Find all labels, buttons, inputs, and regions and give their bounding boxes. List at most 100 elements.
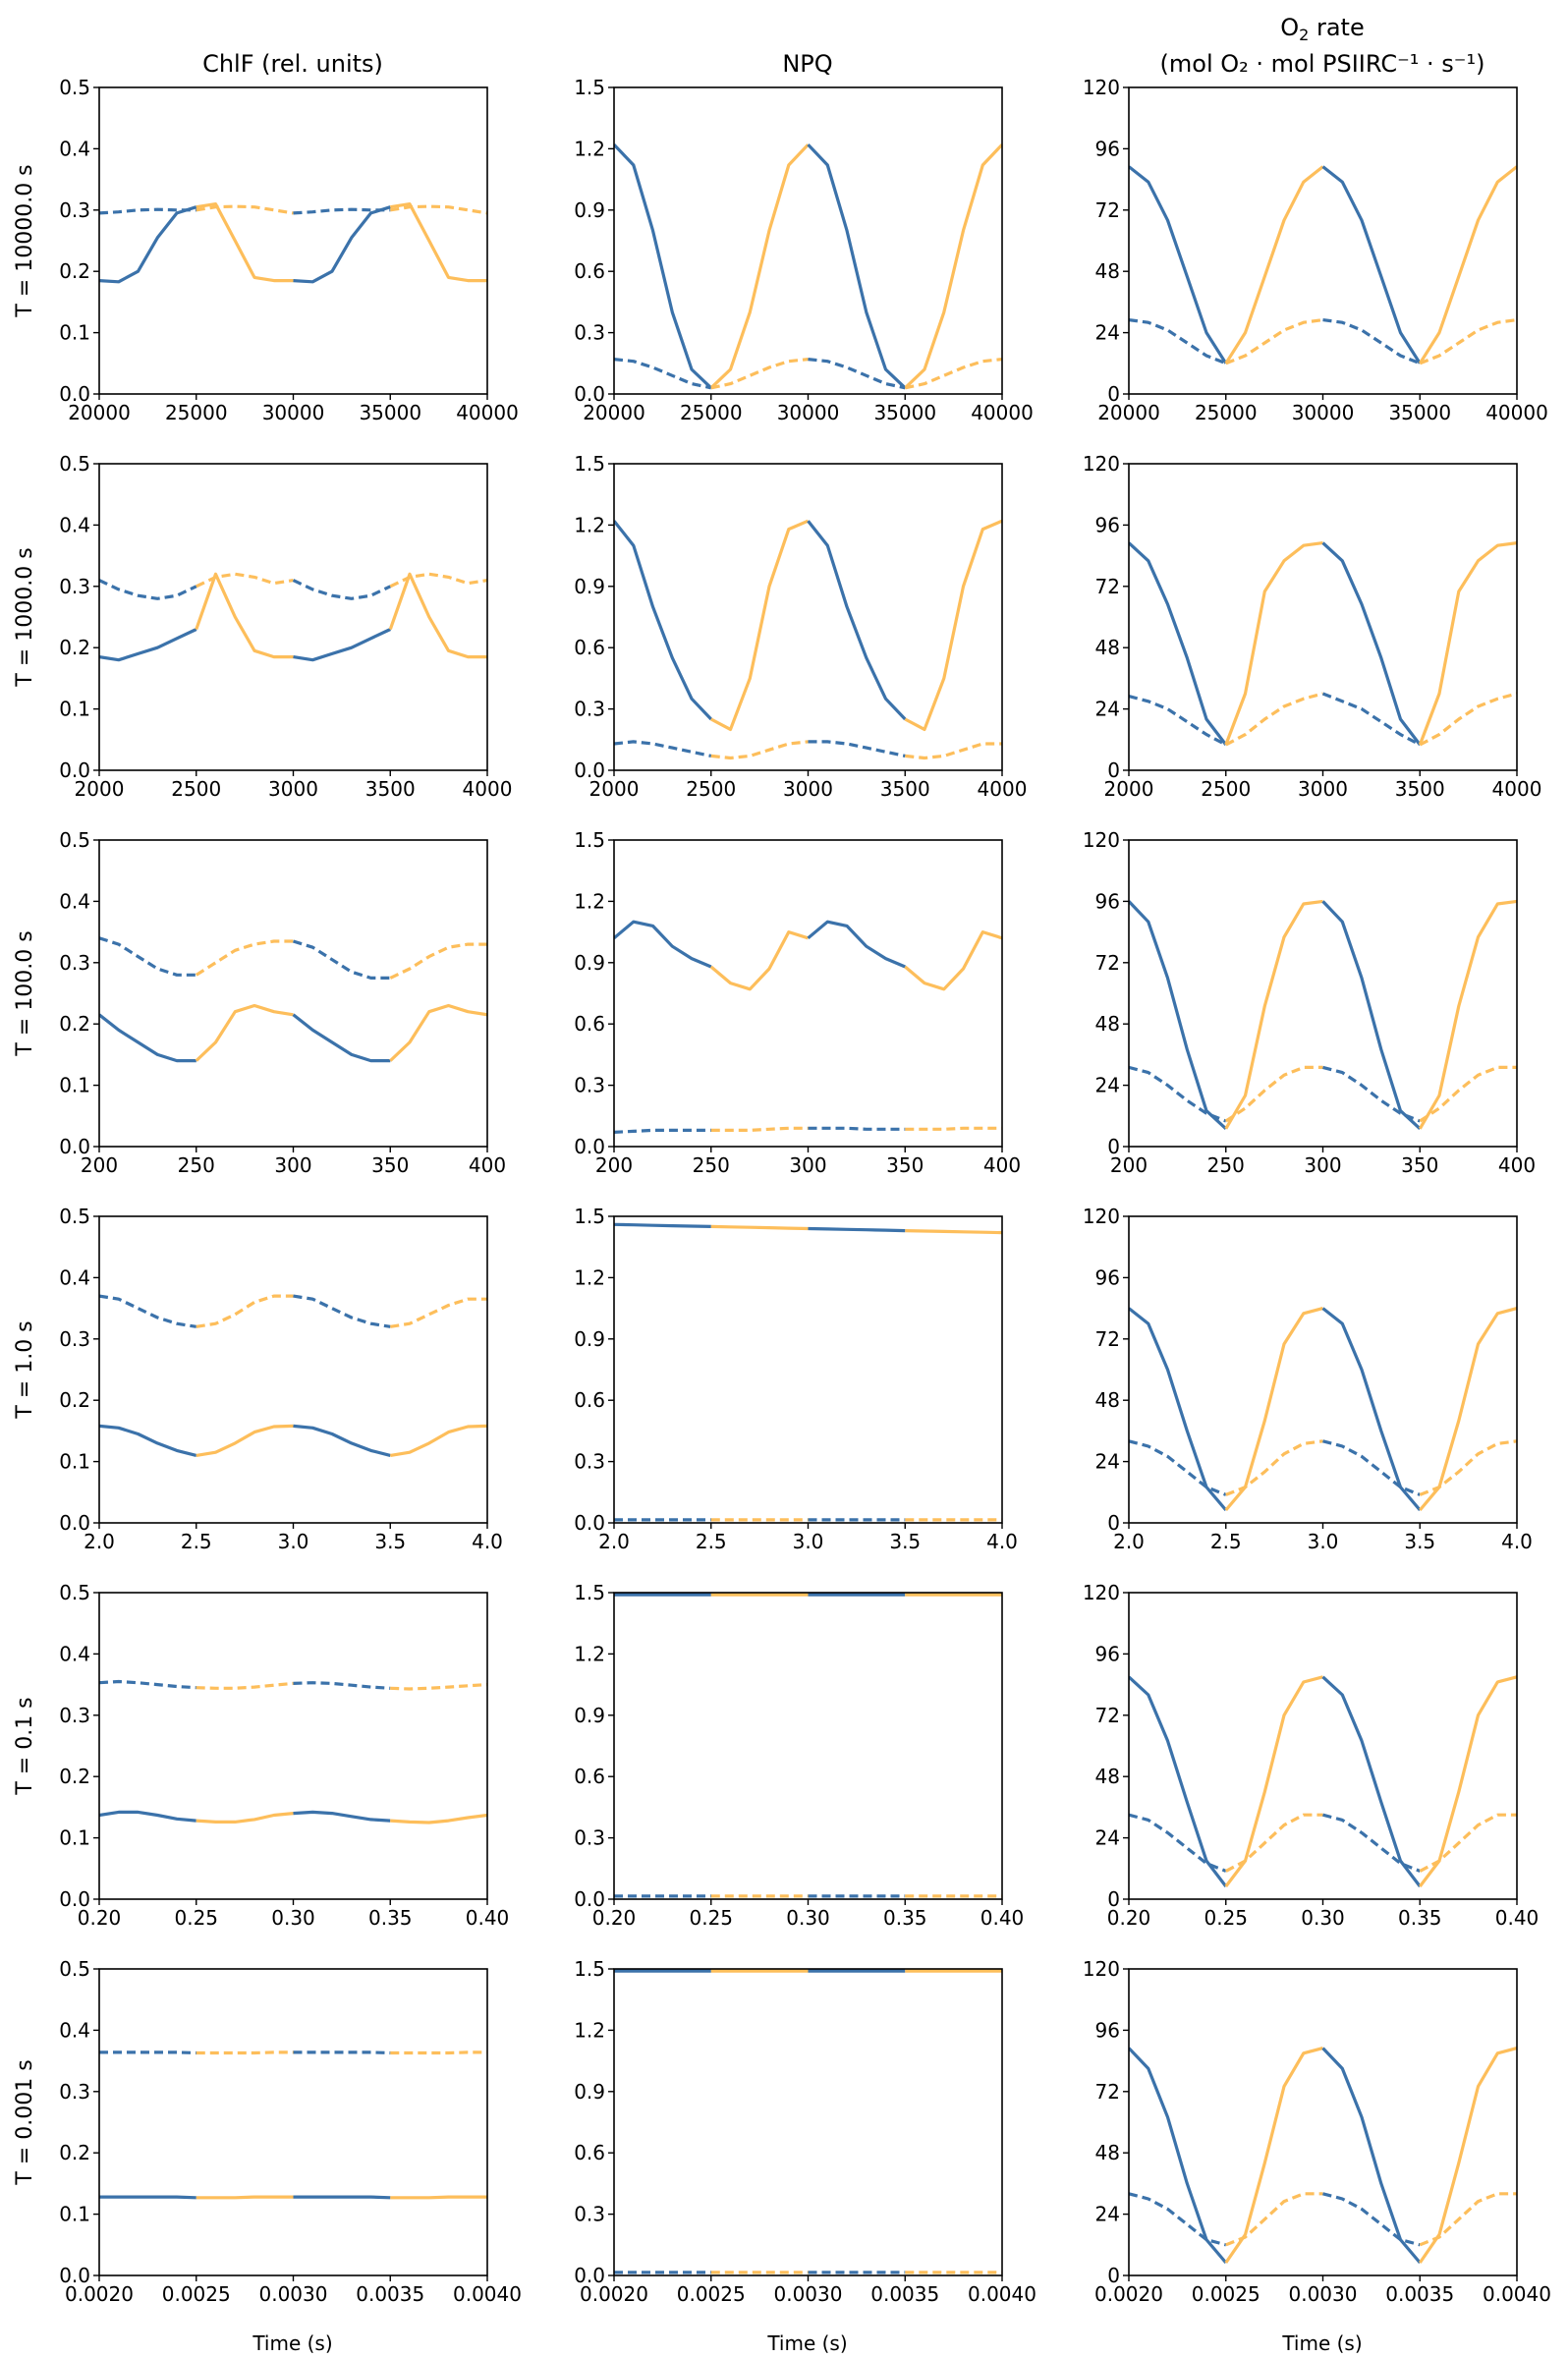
series-dashed-segment xyxy=(196,572,294,589)
series-group xyxy=(1129,899,1517,1130)
series-solid-segment xyxy=(1129,165,1228,365)
y-tick-label: 0.4 xyxy=(59,889,90,913)
series-dashed-segment xyxy=(614,740,712,758)
column-title-chlf: ChlF (rel. units) xyxy=(202,50,383,78)
y-tick-label: 0 xyxy=(1107,1135,1120,1158)
series-dashed-segment xyxy=(99,2050,196,2055)
y-tick-label: 96 xyxy=(1095,513,1120,536)
x-tick-label: 250 xyxy=(693,1153,730,1177)
axes-frame xyxy=(98,1215,488,1524)
axes-frame xyxy=(1128,86,1518,395)
panel-npq-row-2: 0.0 0.3 0.6 0.9 1.2 1.5 200 250 300 350 400 xyxy=(574,828,1021,1177)
y-tick-label: 0.0 xyxy=(574,2264,605,2287)
series-dashed-segment xyxy=(1419,1813,1517,1873)
x-tick-label: 2000 xyxy=(589,777,640,801)
y-tick-label: 0.4 xyxy=(59,2018,90,2042)
series-group xyxy=(99,202,487,284)
series-solid-segment xyxy=(807,143,907,389)
y-tick-label: 0.0 xyxy=(59,2264,90,2287)
y-tick-label: 0.3 xyxy=(574,1074,605,1097)
series-dashed-segment xyxy=(614,1128,711,1134)
x-tick-label: 0.0030 xyxy=(774,2282,843,2306)
y-tick-label: 120 xyxy=(1083,1205,1120,1228)
y-tick-label: 1.2 xyxy=(574,889,605,913)
series-solid-segment xyxy=(1129,1675,1228,1887)
axes-frame xyxy=(98,1968,488,2276)
y-tick-label: 0.3 xyxy=(574,2203,605,2226)
series-dashed-segment xyxy=(1322,1813,1421,1873)
series-solid-segment xyxy=(1224,899,1323,1130)
x-tick-label: 0.0030 xyxy=(1289,2282,1358,2306)
row-label-2: T = 100.0 s xyxy=(13,930,37,1056)
column-title-npq: NPQ xyxy=(782,50,832,78)
y-tick-label: 0.2 xyxy=(59,1388,90,1412)
x-tick-label: 200 xyxy=(1110,1153,1148,1177)
series-solid-segment xyxy=(196,202,294,283)
series-solid-segment xyxy=(388,572,487,659)
y-tick-label: 120 xyxy=(1083,828,1120,852)
series-solid-segment xyxy=(390,1813,487,1825)
x-tick-label: 0.25 xyxy=(1204,1906,1248,1930)
y-tick-label: 0.9 xyxy=(574,1327,605,1351)
panel-npq-row-3: 0.0 0.3 0.6 0.9 1.2 1.5 2.0 2.5 3.0 3.5 4.0 xyxy=(574,1205,1018,1553)
x-tick-label: 3500 xyxy=(880,777,930,801)
panel-npq-row-1: 0.0 0.3 0.6 0.9 1.2 1.5 2000 2500 3000 3500 4000 xyxy=(574,452,1027,801)
x-tick-label: 0.20 xyxy=(1107,1906,1151,1930)
series-solid-segment xyxy=(292,1013,391,1063)
x-tick-label: 2.0 xyxy=(84,1530,115,1553)
series-solid-segment xyxy=(293,628,391,662)
x-tick-label: 250 xyxy=(1207,1153,1245,1177)
series-dashed-segment xyxy=(292,579,391,600)
axes-frame xyxy=(1128,463,1518,771)
y-tick-label: 0.5 xyxy=(59,1581,90,1604)
series-solid-segment xyxy=(1418,165,1517,365)
y-tick-label: 0.0 xyxy=(574,1511,605,1535)
x-tick-label: 200 xyxy=(595,1153,633,1177)
y-tick-label: 0.2 xyxy=(59,259,90,283)
y-tick-label: 1.5 xyxy=(574,828,605,852)
series-solid-segment xyxy=(390,1424,487,1457)
panel-o2-row-0: 0 24 48 72 96 120 20000 25000 30000 35000 40000 xyxy=(1083,76,1548,424)
x-tick-label: 350 xyxy=(371,1153,409,1177)
y-tick-label: 0.9 xyxy=(574,951,605,975)
series-dashed-segment xyxy=(905,1126,1002,1131)
panel-o2-row-4: 0 24 48 72 96 120 0.20 0.25 0.30 0.35 0.40 xyxy=(1083,1581,1539,1930)
y-tick-label: 48 xyxy=(1095,1388,1120,1412)
x-tick-label: 350 xyxy=(886,1153,924,1177)
y-tick-label: 0.2 xyxy=(59,636,90,659)
series-group xyxy=(99,1294,487,1457)
x-tick-label: 30000 xyxy=(777,401,840,424)
series-solid-segment xyxy=(710,519,810,732)
y-tick-label: 0.1 xyxy=(59,321,90,345)
series-dashed-segment xyxy=(390,1297,487,1328)
x-tick-label: 3000 xyxy=(268,777,318,801)
series-solid-segment xyxy=(709,143,810,389)
series-dashed-segment xyxy=(710,1126,809,1133)
series-dashed-segment xyxy=(99,1679,196,1690)
series-group xyxy=(99,1679,487,1825)
y-tick-label: 0.3 xyxy=(59,951,90,975)
y-tick-label: 0.9 xyxy=(574,575,605,598)
y-tick-label: 1.2 xyxy=(574,137,605,160)
series-dashed-segment xyxy=(99,936,196,977)
y-tick-label: 0.0 xyxy=(574,758,605,782)
series-solid-segment xyxy=(614,520,712,721)
y-tick-label: 0.0 xyxy=(574,382,605,406)
series-solid-segment xyxy=(1419,1307,1517,1512)
y-tick-label: 0.0 xyxy=(59,1135,90,1158)
series-solid-segment xyxy=(1129,1307,1228,1512)
y-tick-label: 48 xyxy=(1095,259,1120,283)
x-tick-label: 400 xyxy=(983,1153,1021,1177)
y-tick-label: 0.6 xyxy=(574,259,605,283)
series-dashed-segment xyxy=(99,579,197,600)
series-solid-segment xyxy=(1321,165,1422,365)
series-group xyxy=(614,1222,1002,1522)
series-solid-segment xyxy=(1129,541,1228,746)
y-tick-label: 0.0 xyxy=(574,1887,605,1911)
series-group xyxy=(614,920,1002,1134)
x-tick-label: 0.30 xyxy=(271,1906,315,1930)
series-solid-segment xyxy=(389,1003,487,1062)
y-tick-label: 0.1 xyxy=(59,698,90,721)
series-dashed-segment xyxy=(1129,1065,1227,1123)
